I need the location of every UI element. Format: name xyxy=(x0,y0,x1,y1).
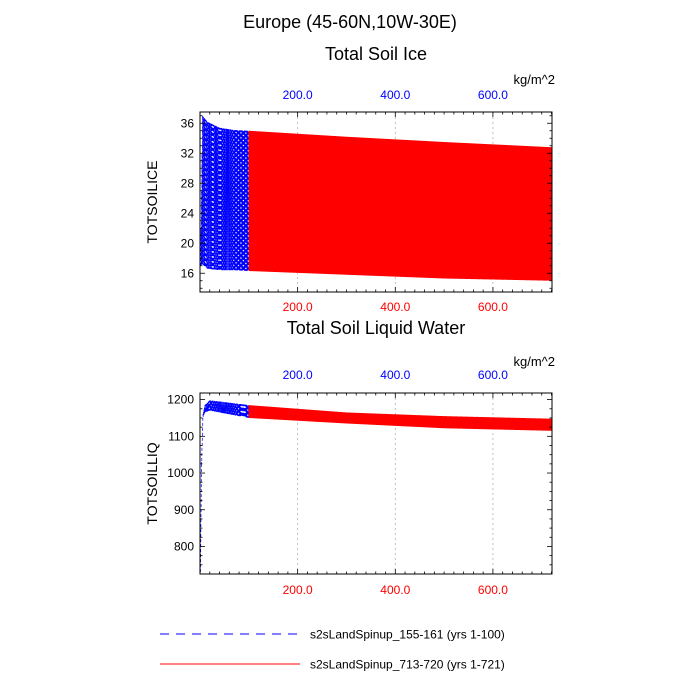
x-tick-label-bottom: 200.0 xyxy=(283,300,313,314)
figure-title: Europe (45-60N,10W-30E) xyxy=(243,12,457,32)
x-tick-label-bottom: 400.0 xyxy=(380,583,410,597)
y-tick-label: 900 xyxy=(174,503,194,517)
x-tick-label-top: 600.0 xyxy=(478,88,508,102)
y-tick-label: 1200 xyxy=(167,393,194,407)
y-tick-label: 16 xyxy=(181,266,195,280)
y-axis-label: TOTSOILICE xyxy=(144,161,160,244)
panel-title: Total Soil Ice xyxy=(325,44,427,64)
y-tick-label: 32 xyxy=(181,146,195,160)
y-axis-label: TOTSOILLIQ xyxy=(144,442,160,524)
y-tick-label: 1000 xyxy=(167,466,194,480)
legend-label-red: s2sLandSpinup_713-720 (yrs 1-721) xyxy=(310,658,505,672)
series-line-red-solid xyxy=(248,405,553,431)
series-line-blue-dashed xyxy=(200,400,250,573)
x-tick-label-bottom: 600.0 xyxy=(478,583,508,597)
x-tick-label-top: 400.0 xyxy=(380,368,410,382)
panel-total-soil-liquid-water: Total Soil Liquid Water kg/m^2 TOTSOILLIQ 2… xyxy=(144,318,555,597)
legend-label-blue: s2sLandSpinup_155-161 (yrs 1-100) xyxy=(310,628,505,642)
legend: s2sLandSpinup_155-161 (yrs 1-100) s2sLan… xyxy=(160,628,505,672)
x-tick-label-bottom: 200.0 xyxy=(283,583,313,597)
x-tick-label-bottom: 400.0 xyxy=(380,300,410,314)
x-tick-label-bottom: 600.0 xyxy=(478,300,508,314)
x-tick-label-top: 600.0 xyxy=(478,368,508,382)
y-tick-label: 1100 xyxy=(168,429,194,443)
units-label: kg/m^2 xyxy=(513,72,555,87)
y-tick-label: 36 xyxy=(181,116,195,130)
y-tick-label: 20 xyxy=(181,236,195,250)
x-tick-label-top: 200.0 xyxy=(283,88,313,102)
x-tick-label-top: 400.0 xyxy=(380,88,410,102)
y-tick-label: 28 xyxy=(181,176,195,190)
panel-total-soil-ice: Total Soil Ice kg/m^2 TOTSOILICE 200.0 400.0… xyxy=(144,44,555,314)
series-line-red-solid xyxy=(248,130,553,281)
y-tick-label: 24 xyxy=(181,206,195,220)
units-label: kg/m^2 xyxy=(513,354,555,369)
x-tick-label-top: 200.0 xyxy=(283,368,313,382)
series-line-blue-dashed xyxy=(200,115,250,271)
panel-title: Total Soil Liquid Water xyxy=(287,318,465,338)
y-tick-label: 800 xyxy=(174,539,194,553)
